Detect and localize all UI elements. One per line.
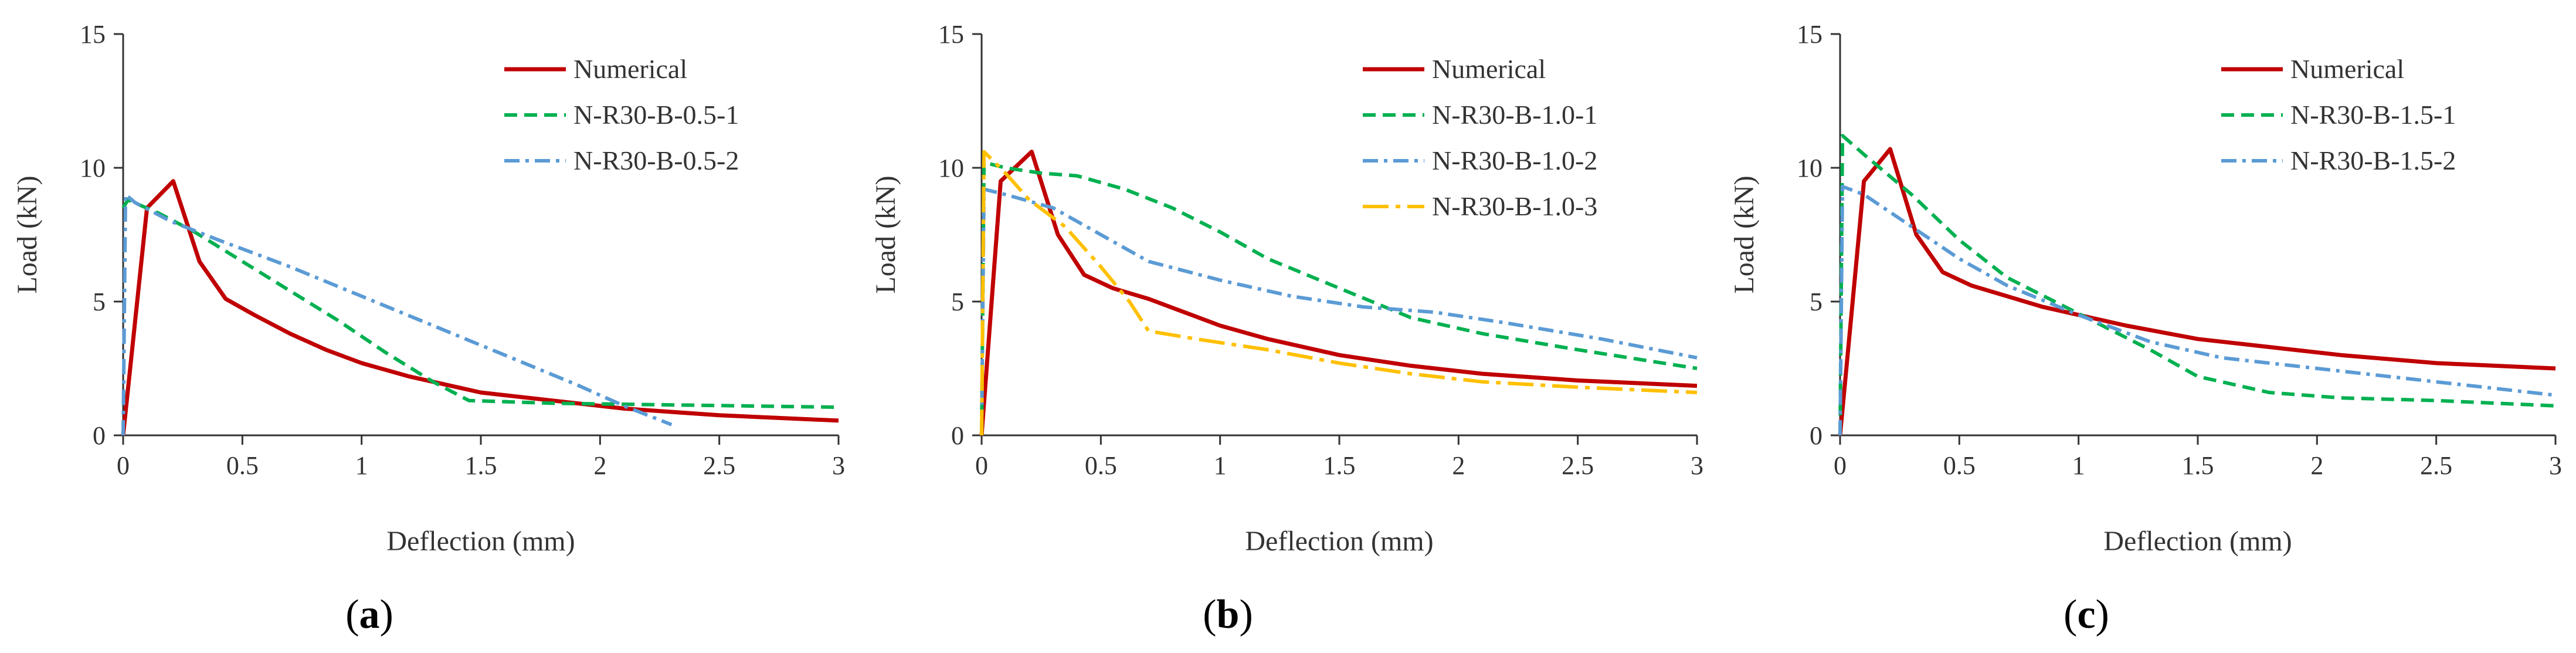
panel-label: (a) xyxy=(345,592,393,637)
series-line-numerical xyxy=(121,179,839,436)
chart-panel-c: 0 5 10 15 0 0.5 1 1.5 2 2.5 3 Deflection (mm) Load (… xyxy=(1717,0,2575,653)
series-line-n-r30-b-0.5-2 xyxy=(121,192,673,436)
panel-label: (b) xyxy=(1203,592,1253,637)
x-tick-label: 3 xyxy=(2549,451,2562,480)
legend-label: N-R30-B-0.5-2 xyxy=(573,146,739,175)
y-tick-label: 5 xyxy=(1810,287,1822,316)
legend-label: N-R30-B-1.0-1 xyxy=(1432,100,1597,130)
y-tick-label: 10 xyxy=(80,154,106,182)
series-line-n-r30-b-1.0-1 xyxy=(980,160,1698,436)
y-tick-label: 5 xyxy=(93,287,106,316)
x-tick-label: 0 xyxy=(975,451,988,480)
x-tick-label: 1 xyxy=(2072,451,2085,480)
x-tick-label: 2.5 xyxy=(1562,451,1594,480)
y-tick-label: 0 xyxy=(1810,421,1822,450)
chart-svg: 0 5 10 15 0 0.5 1 1.5 2 2.5 3 Deflection (mm) Load (… xyxy=(870,20,1703,637)
legend-label: N-R30-B-1.5-2 xyxy=(2290,146,2456,175)
y-tick-label: 10 xyxy=(938,154,964,182)
x-tick-label: 1.5 xyxy=(1323,451,1356,480)
legend-label: Numerical xyxy=(2290,54,2404,84)
x-tick-label: 0 xyxy=(1834,451,1847,480)
x-tick-label: 2 xyxy=(2310,451,2323,480)
y-tick-label: 5 xyxy=(951,287,964,316)
x-tick-label: 0.5 xyxy=(1085,451,1117,480)
chart-panel-b: 0 5 10 15 0 0.5 1 1.5 2 2.5 3 Deflection (mm) Load (… xyxy=(858,0,1717,653)
x-tick-label: 2.5 xyxy=(703,451,735,480)
y-tick-label: 15 xyxy=(80,20,106,49)
x-tick-label: 0.5 xyxy=(1943,451,1976,480)
series-line-n-r30-b-1.5-1 xyxy=(1838,134,2556,436)
legend-label: N-R30-B-1.5-1 xyxy=(2290,100,2456,130)
series-line-n-r30-b-1.5-2 xyxy=(1838,184,2556,436)
series-line-n-r30-b-1.0-2 xyxy=(980,187,1698,436)
x-tick-label: 1.5 xyxy=(2182,451,2214,480)
legend-label: N-R30-B-0.5-1 xyxy=(573,100,739,130)
x-tick-label: 3 xyxy=(1691,451,1703,480)
x-tick-label: 2.5 xyxy=(2420,451,2452,480)
chart-panel-a: 0 5 10 15 0 0.5 1 1.5 2 2.5 3 Deflection (mm) Load (… xyxy=(0,0,858,653)
x-tick-label: 3 xyxy=(832,451,845,480)
x-tick-label: 1 xyxy=(355,451,368,480)
x-tick-label: 1 xyxy=(1214,451,1227,480)
chart-svg: 0 5 10 15 0 0.5 1 1.5 2 2.5 3 Deflection (mm) Load (… xyxy=(1729,20,2562,637)
x-tick-label: 2 xyxy=(1452,451,1465,480)
y-tick-label: 0 xyxy=(93,421,106,450)
series-line-numerical xyxy=(979,150,1698,436)
y-axis-title: Load (kN) xyxy=(870,175,901,293)
x-tick-label: 0.5 xyxy=(226,451,259,480)
series-line-n-r30-b-1.0-3 xyxy=(980,150,1698,436)
x-tick-label: 2 xyxy=(593,451,606,480)
y-tick-label: 0 xyxy=(951,421,964,450)
y-tick-label: 15 xyxy=(1797,20,1822,49)
legend-label: Numerical xyxy=(1432,54,1546,84)
legend-label: N-R30-B-1.0-3 xyxy=(1432,191,1597,221)
x-axis-title: Deflection (mm) xyxy=(1245,526,1433,557)
x-axis-title: Deflection (mm) xyxy=(2103,526,2292,557)
y-tick-label: 15 xyxy=(938,20,964,49)
y-axis-title: Load (kN) xyxy=(12,175,43,293)
legend-label: Numerical xyxy=(573,54,687,84)
chart-svg: 0 5 10 15 0 0.5 1 1.5 2 2.5 3 Deflection (mm) Load (… xyxy=(12,20,845,637)
y-axis-title: Load (kN) xyxy=(1729,175,1760,293)
y-tick-label: 10 xyxy=(1797,154,1822,182)
panel-label: (c) xyxy=(2063,592,2109,637)
x-tick-label: 1.5 xyxy=(465,451,497,480)
series-line-numerical xyxy=(1838,147,2556,436)
x-tick-label: 0 xyxy=(117,451,130,480)
legend-label: N-R30-B-1.0-2 xyxy=(1432,146,1597,175)
x-axis-title: Deflection (mm) xyxy=(386,526,575,557)
